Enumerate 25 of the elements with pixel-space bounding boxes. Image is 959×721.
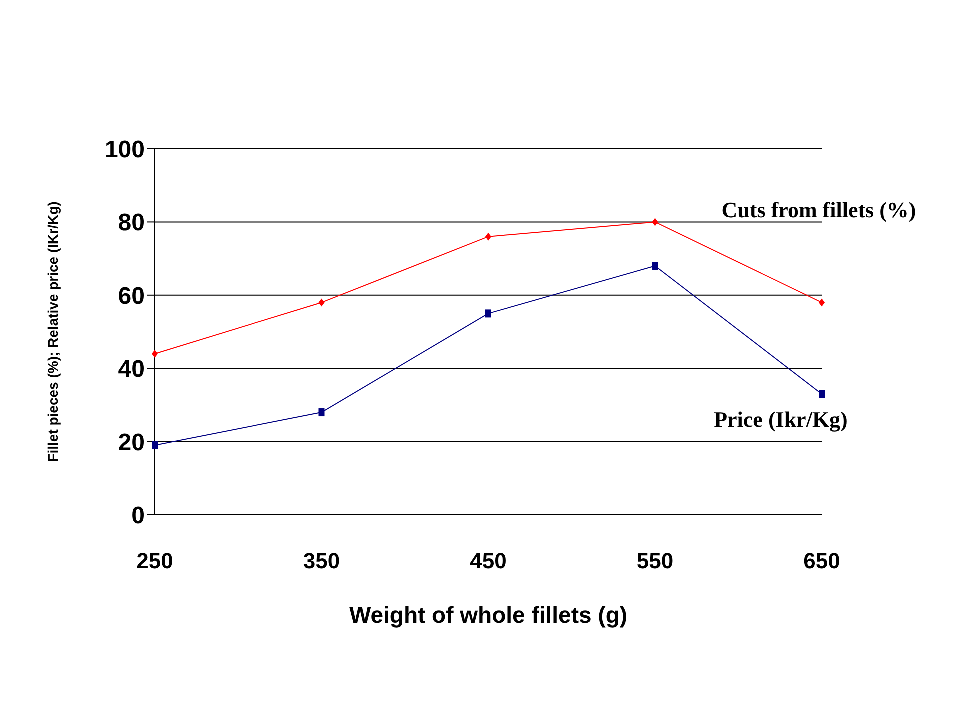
- y-tick-label: 100: [104, 136, 145, 164]
- y-tick-label: 40: [118, 356, 145, 384]
- y-tick-label: 80: [118, 210, 145, 237]
- point: [318, 298, 325, 307]
- point: [152, 350, 158, 358]
- point: [486, 310, 492, 318]
- x-tick-label: 450: [470, 548, 507, 574]
- y-axis-title: Fillet pieces (%); Relative price (IKr/Kg): [44, 202, 61, 462]
- point: [152, 441, 158, 450]
- point: [819, 390, 825, 398]
- y-tick-label: 60: [118, 282, 145, 310]
- point: [819, 298, 825, 307]
- series-label: Cuts from fillets (%): [722, 198, 916, 223]
- series-label: Price (Ikr/Kg): [714, 407, 848, 432]
- point: [318, 408, 325, 417]
- x-tick-label: 350: [303, 548, 340, 574]
- point: [486, 232, 492, 241]
- x-tick-label: 550: [636, 548, 674, 574]
- y-tick-label: 0: [132, 502, 145, 530]
- x-tick-label: 250: [136, 548, 174, 574]
- x-tick-label: 650: [804, 548, 840, 574]
- point: [652, 262, 658, 270]
- y-tick-label: 20: [118, 429, 145, 456]
- x-axis-title: Weight of whole fillets (g): [349, 602, 628, 628]
- point: [652, 218, 658, 226]
